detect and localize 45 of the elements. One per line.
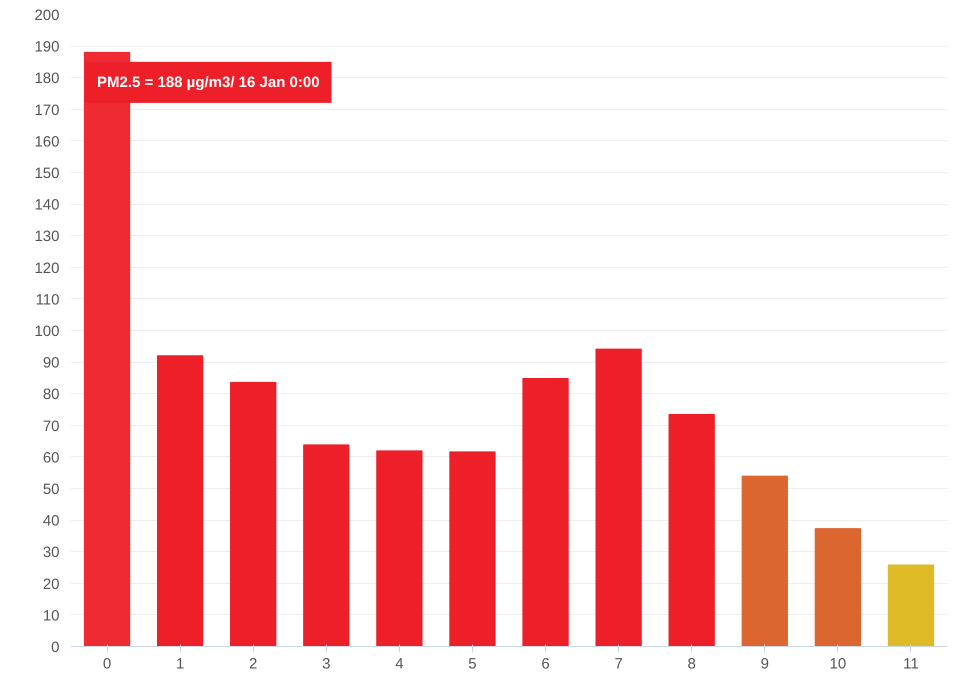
bar [742,476,788,646]
bar [595,348,642,646]
bar [449,451,496,646]
y-tick-label: 120 [34,260,60,277]
y-tick-label: 40 [42,512,60,530]
bar [376,450,423,646]
x-tick-label: 7 [614,656,623,672]
y-tick-label: 160 [34,133,60,150]
y-tick-label: 20 [42,576,60,593]
y-tick-label: 60 [42,449,60,466]
y-tick-label: 10 [42,607,60,624]
y-tick-label: 90 [42,354,60,372]
bar [522,378,569,646]
x-tick-label: 9 [760,656,769,672]
y-tick-label: 80 [42,386,60,404]
x-tick-label: 0 [102,656,112,672]
y-tick-label: 50 [42,481,60,498]
bar [668,414,715,646]
x-tick-label: 4 [395,656,404,672]
bar [814,528,862,646]
y-tick-label: 150 [34,165,60,182]
x-tick-label: 10 [830,656,846,672]
y-tick-label: 0 [51,639,60,656]
bar [303,444,350,646]
x-tick-label: 2 [249,656,258,672]
y-tick-label: 140 [34,196,60,214]
y-tick-label: 70 [42,418,60,435]
y-tick-label: 130 [34,228,60,246]
x-tick-label: 3 [322,656,330,672]
annotation: PM2.5 = 188 µg/m3/ 16 Jan 0:00 [97,74,320,91]
y-tick-label: 30 [42,544,60,562]
x-tick-label: 6 [541,656,550,672]
bar [230,382,276,646]
y-tick-label: 170 [34,102,60,119]
y-tick-label: 100 [34,323,60,340]
x-tick-label: 1 [176,656,184,672]
y-tick-label: 190 [34,38,60,56]
x-tick-label: 8 [688,656,696,672]
bar [156,355,204,646]
x-tick-label: 11 [903,656,919,672]
x-tick-label: 5 [468,656,477,672]
bar [888,564,934,646]
y-tick-label: 200 [34,7,60,24]
y-tick-label: 110 [36,291,60,308]
y-tick-label: 180 [34,70,60,88]
